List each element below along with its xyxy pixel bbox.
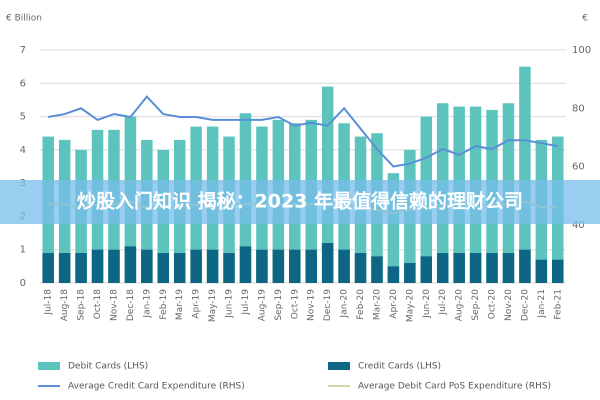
x-tick-label: Feb-19 (159, 289, 169, 320)
x-tick-label: Apr-20 (389, 289, 399, 319)
x-tick-label: Jan-19 (142, 289, 152, 319)
x-tick-label: Jul-19 (241, 289, 251, 316)
bar (486, 253, 498, 283)
bar (387, 266, 400, 283)
x-tick-label: Jun-20 (422, 289, 432, 319)
y2-tick-label: 40 (572, 220, 585, 231)
x-tick-label: Dec-19 (323, 289, 333, 321)
bar (272, 249, 285, 283)
bar (173, 253, 186, 283)
x-tick-label: Mar-20 (372, 289, 382, 320)
x-tick-label: Oct-20 (488, 289, 498, 320)
x-tick-label: Dec-20 (520, 289, 530, 321)
y2-tick-label: 80 (572, 103, 585, 114)
bar (502, 253, 515, 283)
bar (223, 253, 235, 283)
bar (552, 259, 564, 283)
x-tick-label: May-19 (208, 289, 218, 322)
y-tick-label: 7 (20, 45, 26, 56)
bar (371, 256, 383, 283)
banner-text: 炒股入门知识 揭秘：2023 年最值得信赖的理财公司 (77, 190, 523, 213)
legend-label: Average Credit Card Expenditure (RHS) (68, 382, 245, 392)
x-tick-label: Dec-18 (126, 289, 136, 321)
legend-label: Average Debit Card PoS Expenditure (RHS) (358, 382, 551, 392)
x-tick-label: Jul-20 (438, 289, 448, 316)
y2-tick-label: 100 (572, 45, 591, 56)
y-tick-label: 6 (20, 78, 26, 89)
bar (108, 249, 120, 283)
x-tick-label: Aug-20 (455, 289, 465, 322)
bar (256, 249, 268, 283)
bar (453, 253, 465, 283)
bar (420, 256, 433, 283)
bar (124, 246, 137, 283)
x-tick-label: Nov-19 (307, 289, 317, 321)
x-tick-label: Jan-21 (537, 289, 547, 319)
bar (387, 173, 400, 283)
bar (75, 253, 87, 283)
x-tick-label: Apr-19 (192, 289, 202, 319)
legend-swatch (38, 362, 60, 370)
x-tick-label: Jan-20 (340, 289, 350, 319)
y2-axis-label: € (582, 14, 588, 24)
bar (469, 253, 482, 283)
bar (321, 243, 334, 283)
banner (0, 180, 600, 224)
legend: Debit Cards (LHS) Credit Cards (LHS) Avera… (38, 362, 551, 392)
y2-tick-label: 60 (572, 162, 585, 173)
x-tick-label: Sep-20 (471, 289, 481, 321)
bar (305, 249, 317, 283)
x-tick-label: Sep-19 (274, 289, 284, 321)
bar (157, 253, 170, 283)
y-tick-label: 0 (20, 278, 26, 289)
x-tick-label: Feb-21 (553, 289, 563, 320)
bar (141, 249, 153, 283)
y-axis-label: € Billion (6, 14, 42, 24)
line (48, 95, 558, 168)
bar (519, 66, 531, 284)
x-tick-label: Jul-18 (44, 289, 54, 316)
bar (338, 249, 350, 283)
legend-swatch (328, 362, 350, 370)
x-tick-label: May-20 (405, 289, 415, 322)
legend-label: Debit Cards (LHS) (68, 362, 148, 372)
bar (206, 249, 219, 283)
bar (239, 246, 252, 283)
x-tick-label: Oct-19 (290, 289, 300, 320)
bar (42, 253, 54, 283)
x-tick-label: Aug-19 (257, 289, 267, 322)
bar (519, 249, 531, 283)
bar (404, 263, 416, 283)
y-tick-label: 1 (20, 245, 26, 256)
bar (354, 253, 367, 283)
x-tick-label: Feb-20 (356, 289, 366, 320)
bar (58, 253, 71, 283)
bar (91, 249, 104, 283)
x-tick-label: Oct-18 (93, 289, 103, 320)
legend-label: Credit Cards (LHS) (358, 362, 441, 372)
bar (535, 259, 548, 283)
x-tick-label: Aug-18 (60, 289, 70, 322)
bar (190, 249, 202, 283)
x-tick-label: Nov-18 (109, 289, 119, 321)
y-tick-label: 4 (20, 145, 26, 156)
bar (436, 253, 449, 283)
x-tick-label: Jun-19 (225, 289, 235, 319)
x-tick-label: Nov-20 (504, 289, 514, 321)
x-tick-label: Mar-19 (175, 289, 185, 320)
y-tick-label: 5 (20, 112, 26, 123)
bar (289, 249, 301, 283)
x-tick-label: Sep-18 (77, 289, 87, 321)
